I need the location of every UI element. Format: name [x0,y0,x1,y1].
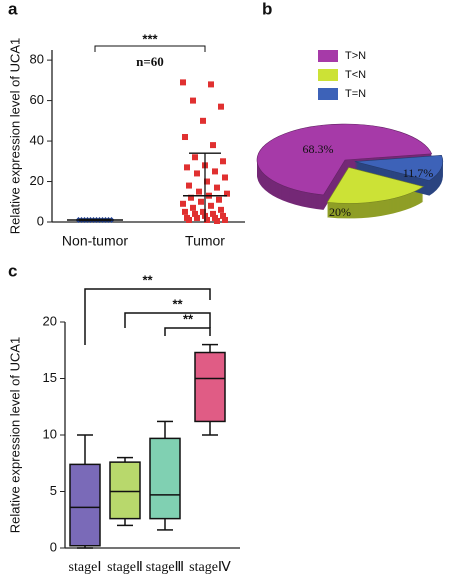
data-point [186,216,192,223]
x-tick-label: stageⅠ [69,560,102,575]
data-point [224,190,230,197]
pie-value-label: 68.3% [303,142,334,156]
panel-label: b [262,0,272,18]
y-tick-label: 0 [50,539,57,554]
data-point [198,198,204,205]
annotation: n=60 [136,54,164,69]
data-point [212,168,218,175]
data-point [196,188,202,195]
y-tick-label: 5 [50,483,57,498]
pie-value-label: 20% [329,205,351,219]
pie-value-label: 11.7% [403,166,434,180]
data-point [200,117,206,124]
annotation: ** [142,272,153,287]
data-point [190,97,196,104]
y-tick-label: 15 [43,370,57,385]
pie-slice [256,123,433,196]
x-tick-label: stageⅡ [107,560,143,575]
annotation: *** [142,31,158,46]
annotation: ** [183,311,194,326]
data-point [210,142,216,149]
data-point [182,208,188,215]
y-tick-label: 20 [30,173,44,188]
significance-bracket [164,327,211,336]
y-axis-label: Relative expression level of UCA1 [7,337,22,534]
y-tick-label: 10 [43,426,57,441]
legend-swatch [318,69,338,81]
data-point [182,134,188,141]
x-tick-label: Non-tumor [62,233,128,249]
data-point [218,206,224,213]
data-point [184,164,190,171]
legend-label: T<N [345,69,366,81]
y-tick-label: 60 [30,92,44,107]
data-point [220,158,226,165]
data-point [218,103,224,110]
y-tick-label: 20 [43,313,57,328]
data-point [200,208,206,215]
pie-slice [354,154,444,181]
legend-swatch [318,50,338,62]
x-tick-label: Tumor [185,233,225,249]
box [149,437,181,520]
y-tick-label: 40 [30,132,44,147]
legend-label: T>N [345,50,366,62]
data-point [194,170,200,177]
panel-label: a [8,0,18,18]
data-point [222,216,228,223]
panel-label: c [8,261,17,280]
data-point [212,214,218,221]
legend-swatch [318,88,338,100]
data-point [204,178,210,185]
data-point [210,210,216,217]
box [109,461,141,520]
legend-label: T=N [345,88,366,100]
significance-bracket [124,312,211,328]
y-tick-label: 80 [30,52,44,67]
data-point [214,217,220,224]
y-tick-label: 0 [37,213,44,228]
x-tick-label: stageⅣ [189,560,231,575]
data-point [222,174,228,181]
annotation: ** [172,296,183,311]
box [194,351,226,423]
significance-bracket [84,288,211,345]
box [69,463,101,547]
data-point [208,202,214,209]
data-point [194,214,200,221]
pie-slice [326,167,424,204]
significance-bracket [94,45,206,52]
data-point [214,184,220,191]
data-point [188,194,194,201]
data-point [190,204,196,211]
data-point [216,196,222,203]
y-axis-label: Relative expression level of UCA1 [7,38,22,235]
data-point [192,210,198,217]
data-point [208,81,214,88]
data-point [220,212,226,219]
x-tick-label: stageⅢ [146,560,184,575]
data-point [186,182,192,189]
data-point [180,79,186,86]
data-point [180,200,186,207]
data-point [192,154,198,161]
data-point [204,216,210,223]
